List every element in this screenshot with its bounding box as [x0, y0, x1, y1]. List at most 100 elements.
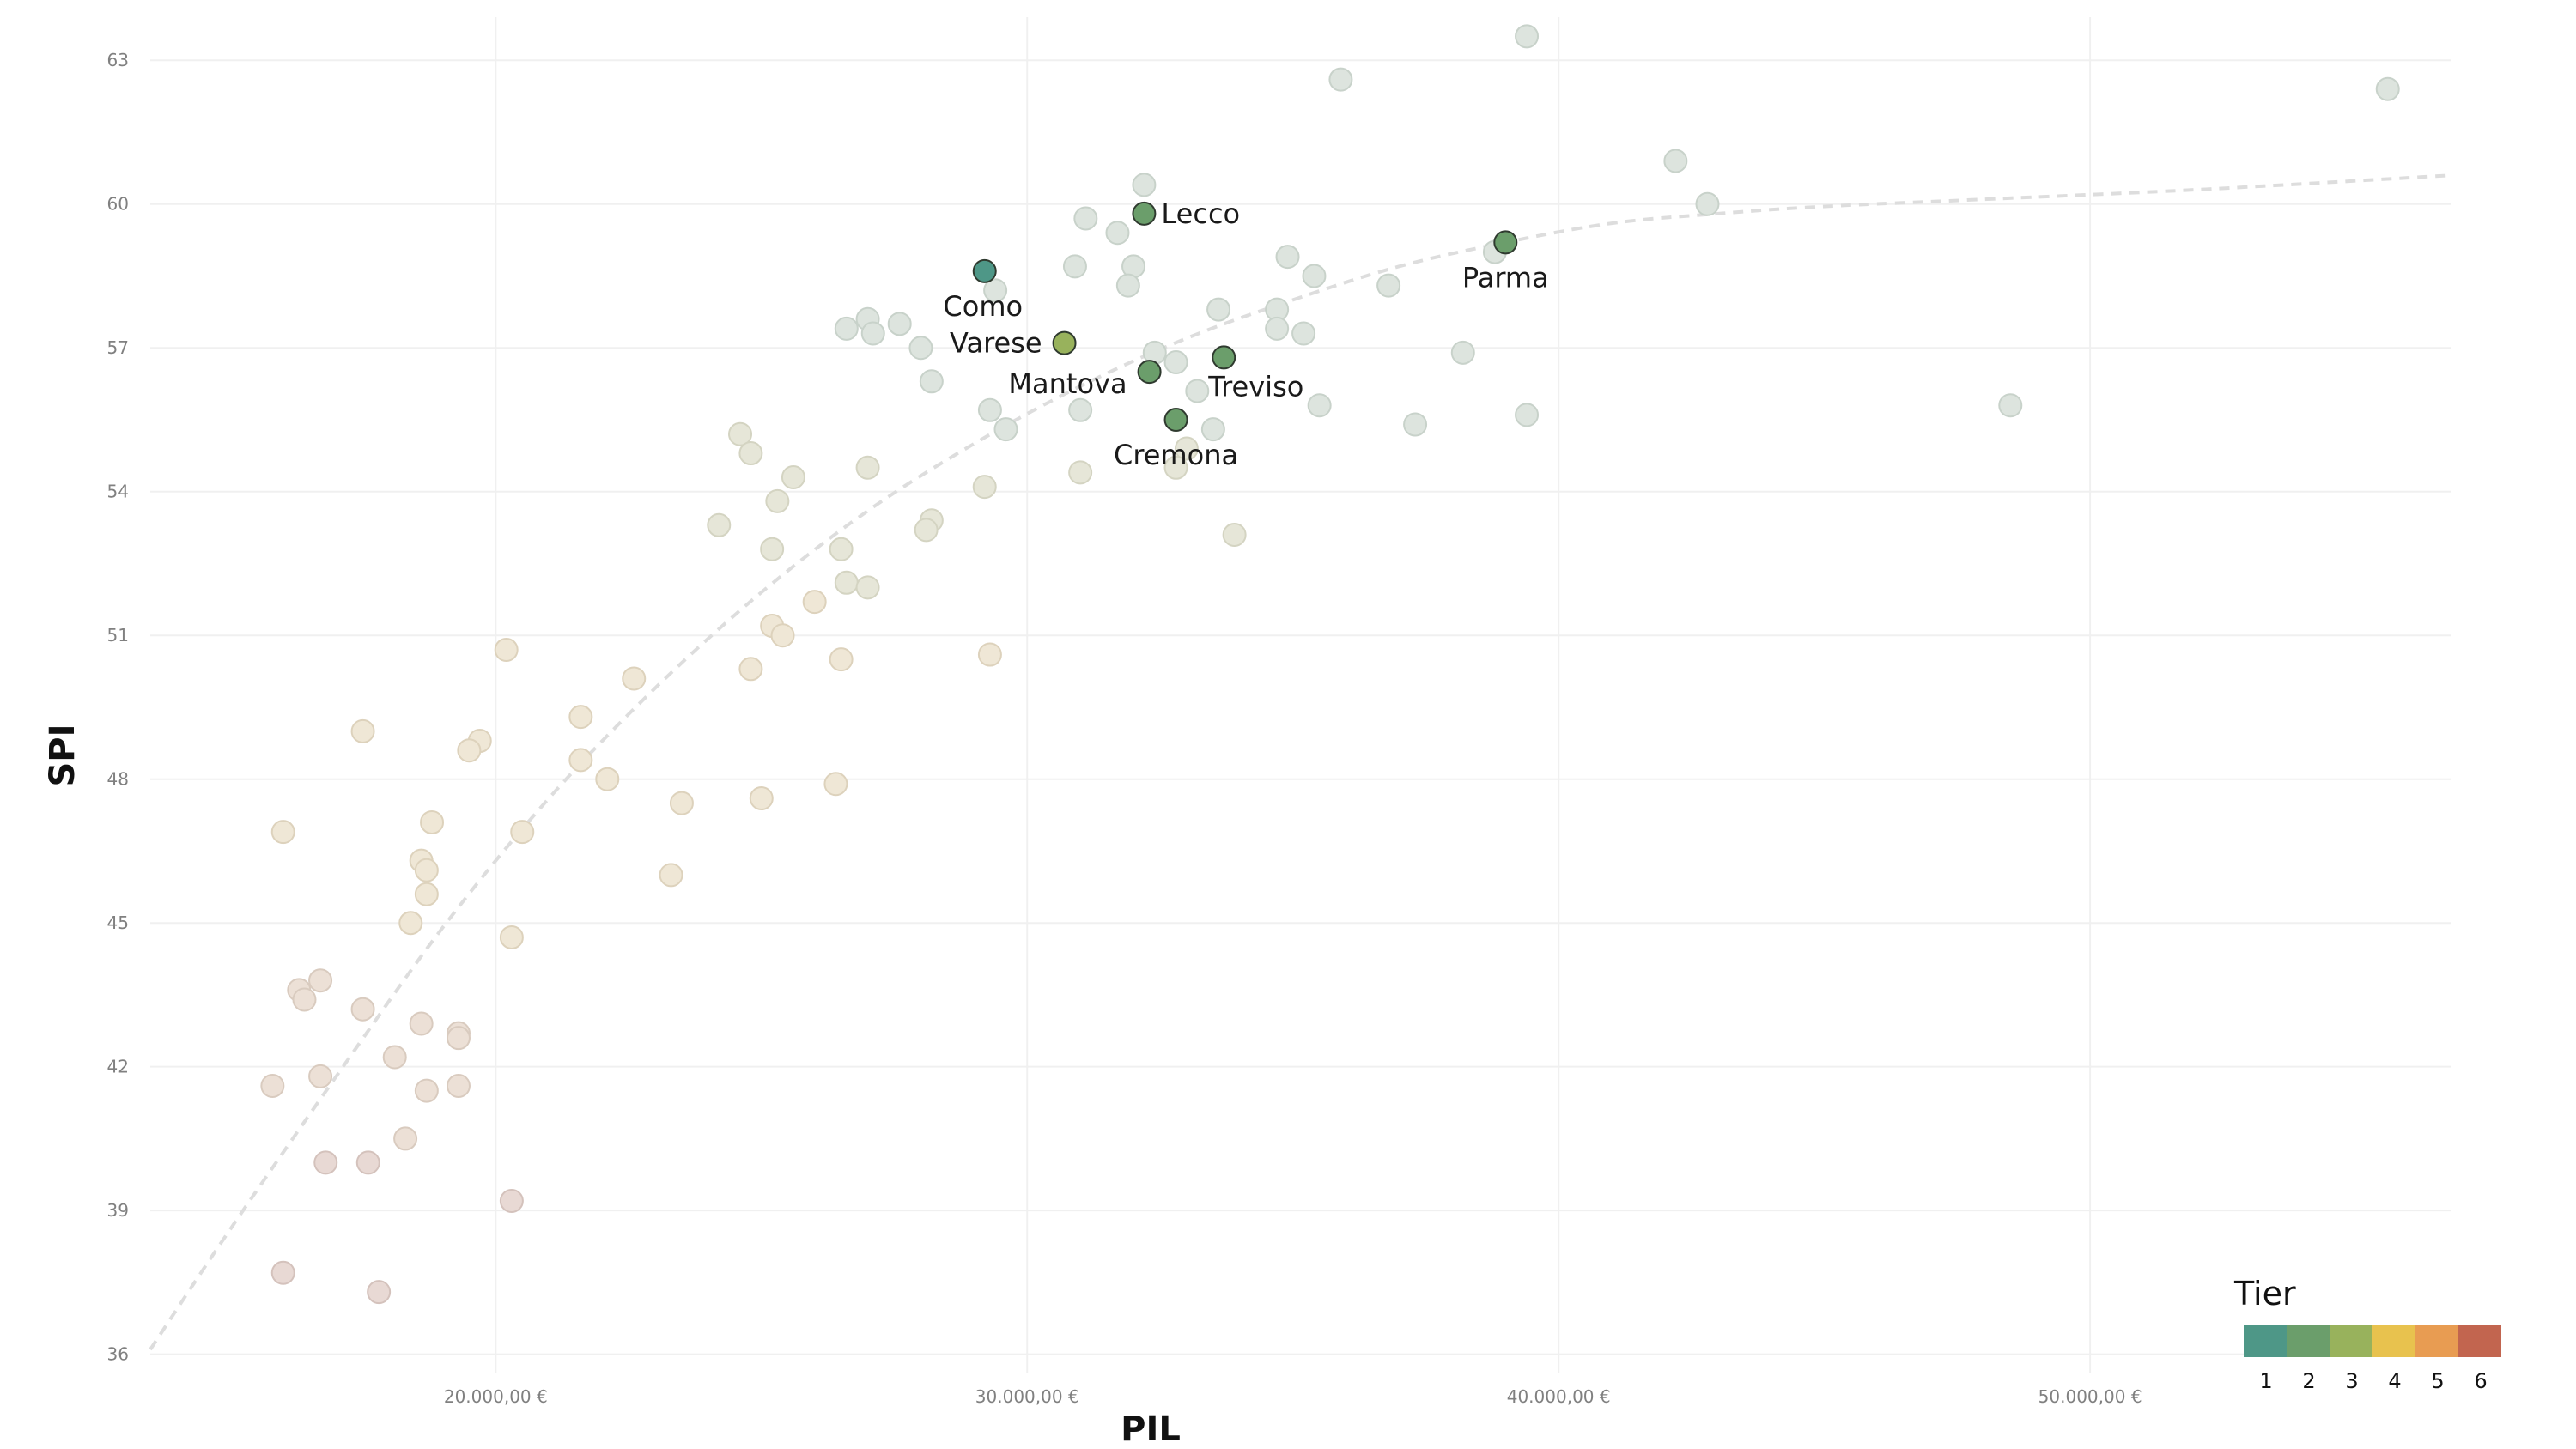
y-tick-label: 54: [107, 482, 129, 502]
data-point: [1073, 206, 1098, 231]
data-point: [738, 441, 763, 466]
data-point: [1450, 340, 1475, 365]
y-tick-label: 42: [107, 1057, 129, 1077]
legend-label-6: 6: [2474, 1369, 2487, 1393]
data-point: [1998, 393, 2023, 418]
data-point: [1206, 297, 1231, 322]
data-point: [765, 488, 790, 513]
data-point: [499, 1189, 524, 1214]
data-point: [1515, 24, 1540, 49]
y-tick-label: 48: [107, 769, 129, 790]
label-mantova: Mantova: [1008, 367, 1127, 400]
data-point: [707, 512, 732, 537]
data-point: [1291, 321, 1316, 346]
data-point: [568, 705, 593, 730]
data-point: [855, 455, 880, 480]
data-point: [393, 1126, 418, 1151]
data-point: [823, 772, 848, 797]
data-point: [292, 987, 317, 1012]
data-point: [308, 968, 333, 993]
label-cremona: Cremona: [1114, 439, 1238, 471]
data-point: [270, 1260, 295, 1285]
data-point: [919, 369, 944, 394]
highlighted-point-varese: [1052, 330, 1077, 355]
legend-title: Tier: [2233, 1275, 2296, 1313]
label-lecco: Lecco: [1161, 197, 1240, 230]
highlighted-point-lecco: [1132, 201, 1157, 226]
data-point: [499, 925, 524, 949]
data-point: [728, 421, 753, 446]
data-point: [1105, 221, 1130, 246]
data-point: [260, 1074, 285, 1099]
data-point: [855, 575, 880, 600]
data-point: [770, 623, 795, 648]
data-point: [1163, 349, 1188, 374]
data-point: [829, 537, 854, 561]
data-point: [1185, 379, 1210, 403]
data-point: [802, 590, 827, 615]
data-point: [1307, 393, 1332, 418]
data-point: [494, 637, 519, 662]
data-point: [382, 1045, 407, 1070]
data-point: [350, 718, 375, 743]
data-point: [355, 1150, 380, 1175]
data-point: [860, 321, 885, 346]
data-point: [1376, 273, 1401, 298]
y-tick-label: 45: [107, 912, 129, 933]
data-point: [908, 336, 933, 361]
legend-swatch-1: [2244, 1325, 2287, 1357]
data-point: [1302, 264, 1327, 288]
data-point: [270, 820, 295, 845]
data-point: [1663, 149, 1688, 173]
data-point: [834, 316, 859, 341]
data-point: [1275, 245, 1300, 270]
data-point: [760, 537, 785, 561]
data-point: [781, 464, 805, 489]
data-point: [669, 791, 694, 815]
data-point: [834, 570, 859, 595]
highlighted-point-treviso: [1212, 345, 1236, 370]
x-tick-label: 40.000,00 €: [1507, 1386, 1611, 1407]
data-point: [1403, 412, 1428, 437]
x-axis-tick-labels: 20.000,00 € 30.000,00 € 40.000,00 € 50.000,…: [444, 1386, 2142, 1407]
label-treviso: Treviso: [1207, 370, 1303, 403]
highlighted-point-cremona: [1163, 407, 1188, 432]
y-tick-label: 57: [107, 337, 129, 358]
data-point: [1068, 397, 1093, 422]
data-point: [1200, 417, 1225, 442]
data-point: [510, 820, 535, 845]
legend-label-4: 4: [2388, 1369, 2401, 1393]
data-point: [414, 882, 439, 906]
data-point: [568, 748, 593, 773]
y-tick-label: 63: [107, 50, 129, 70]
data-point: [977, 397, 1002, 422]
legend-label-5: 5: [2431, 1369, 2444, 1393]
highlighted-point-labels: Como Lecco Parma Varese Mantova Treviso Cremon…: [943, 197, 1548, 471]
x-tick-label: 20.000,00 €: [444, 1386, 548, 1407]
legend: Tier 1 2 3 4 5 6: [2233, 1275, 2501, 1393]
data-point: [1328, 67, 1353, 92]
data-point: [914, 518, 939, 543]
data-point: [977, 642, 1002, 667]
data-point: [1163, 455, 1188, 480]
highlighted-point-mantova: [1137, 360, 1162, 385]
legend-label-2: 2: [2302, 1369, 2315, 1393]
y-tick-label: 39: [107, 1200, 129, 1221]
legend-label-3: 3: [2345, 1369, 2358, 1393]
x-axis-title: PIL: [1121, 1410, 1181, 1449]
data-point: [446, 1026, 471, 1051]
data-point: [308, 1064, 333, 1088]
label-varese: Varese: [950, 327, 1042, 360]
y-axis-tick-labels: 36 39 42 45 48 51 54 57 60 63: [107, 50, 129, 1364]
data-point: [1222, 522, 1247, 547]
data-point: [1174, 436, 1199, 461]
data-point: [1695, 191, 1720, 216]
label-como: Como: [943, 290, 1023, 323]
highlighted-point-como: [972, 258, 997, 283]
data-point: [659, 863, 683, 888]
data-point: [457, 738, 482, 763]
legend-color-bar: [2244, 1325, 2501, 1357]
trend-curve: [149, 173, 2452, 1351]
data-point: [1515, 403, 1540, 427]
